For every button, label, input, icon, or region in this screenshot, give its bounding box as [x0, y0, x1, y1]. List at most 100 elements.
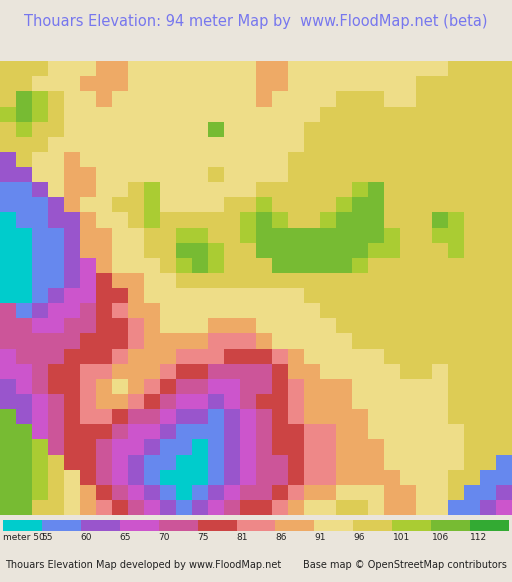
Bar	[0, 424, 16, 439]
Bar	[64, 409, 80, 424]
Bar	[0, 273, 16, 288]
Bar	[384, 500, 400, 515]
Bar	[160, 243, 176, 258]
Bar	[96, 439, 112, 455]
Bar	[64, 273, 80, 288]
Bar	[336, 349, 352, 364]
Bar	[208, 258, 224, 273]
Bar	[480, 212, 496, 228]
Bar	[320, 167, 336, 182]
Bar	[96, 485, 112, 500]
Text: 70: 70	[159, 533, 170, 542]
Bar	[448, 152, 464, 167]
Bar	[320, 303, 336, 318]
Bar	[256, 243, 272, 258]
Bar	[16, 409, 32, 424]
Bar	[48, 409, 64, 424]
Bar	[48, 333, 64, 349]
Bar	[0, 303, 16, 318]
Text: 112: 112	[471, 533, 487, 542]
Bar	[16, 107, 32, 122]
Bar	[480, 91, 496, 107]
Bar	[160, 455, 176, 470]
Bar	[400, 394, 416, 409]
Bar	[464, 409, 480, 424]
Bar	[128, 258, 144, 273]
Bar	[496, 182, 512, 197]
Bar	[224, 318, 240, 333]
Bar	[464, 167, 480, 182]
Bar	[304, 500, 320, 515]
Bar	[272, 152, 288, 167]
Bar	[384, 61, 400, 76]
Bar	[400, 500, 416, 515]
Bar	[304, 349, 320, 364]
Bar	[336, 167, 352, 182]
Bar	[336, 258, 352, 273]
Bar	[112, 122, 128, 137]
Bar	[496, 439, 512, 455]
Bar	[384, 424, 400, 439]
Bar	[128, 470, 144, 485]
Bar	[16, 197, 32, 212]
Bar	[336, 500, 352, 515]
Bar	[192, 303, 208, 318]
Bar	[224, 349, 240, 364]
Bar	[400, 485, 416, 500]
Bar	[96, 394, 112, 409]
Bar	[48, 107, 64, 122]
Bar	[0, 364, 16, 379]
Bar	[32, 122, 48, 137]
Bar	[144, 470, 160, 485]
Bar	[416, 273, 432, 288]
Bar	[432, 273, 448, 288]
Bar	[144, 318, 160, 333]
Text: 86: 86	[275, 533, 287, 542]
Bar	[128, 318, 144, 333]
Bar	[48, 273, 64, 288]
Bar	[192, 197, 208, 212]
Bar	[96, 182, 112, 197]
Bar	[224, 288, 240, 303]
Bar	[96, 167, 112, 182]
Bar	[224, 394, 240, 409]
Bar	[256, 258, 272, 273]
Bar	[16, 485, 32, 500]
Bar	[464, 303, 480, 318]
Bar	[320, 485, 336, 500]
Bar	[96, 91, 112, 107]
Bar	[320, 455, 336, 470]
Bar	[96, 424, 112, 439]
Bar	[464, 379, 480, 394]
Bar	[224, 107, 240, 122]
Bar	[208, 182, 224, 197]
Bar	[176, 470, 192, 485]
Bar	[400, 212, 416, 228]
Bar	[32, 107, 48, 122]
Bar	[368, 61, 384, 76]
Bar	[288, 409, 304, 424]
Bar	[480, 167, 496, 182]
Bar	[288, 182, 304, 197]
Bar	[80, 61, 96, 76]
Bar	[432, 303, 448, 318]
Text: 60: 60	[80, 533, 92, 542]
Bar	[96, 273, 112, 288]
Bar	[224, 303, 240, 318]
Bar	[128, 394, 144, 409]
Bar	[480, 303, 496, 318]
Bar	[272, 91, 288, 107]
Bar	[400, 182, 416, 197]
Bar	[144, 167, 160, 182]
Bar	[304, 76, 320, 91]
Bar	[256, 349, 272, 364]
Bar	[448, 470, 464, 485]
Bar	[416, 349, 432, 364]
Bar	[112, 107, 128, 122]
Bar	[400, 379, 416, 394]
Bar	[16, 470, 32, 485]
Bar	[80, 167, 96, 182]
Bar	[384, 409, 400, 424]
Bar	[320, 182, 336, 197]
Bar	[48, 228, 64, 243]
